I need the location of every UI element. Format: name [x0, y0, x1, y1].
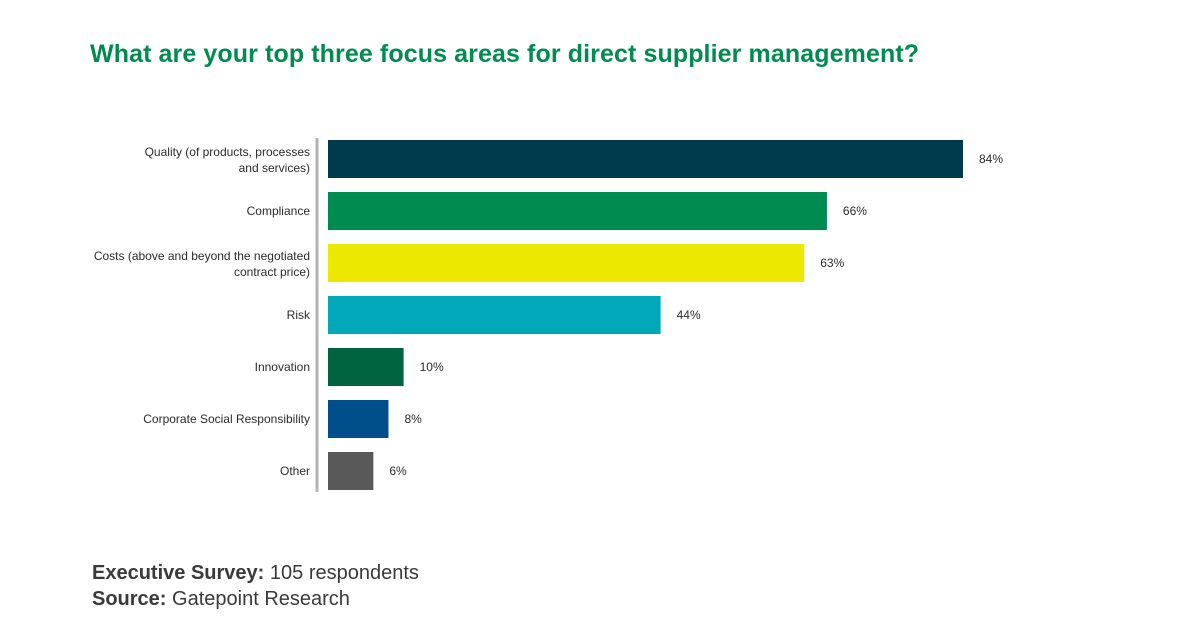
- bar-6: [328, 452, 374, 490]
- value-label-6: 6%: [389, 464, 407, 478]
- value-label-5: 8%: [404, 412, 422, 426]
- category-label-5: Corporate Social Responsibility: [143, 412, 310, 426]
- category-label-4: Innovation: [255, 360, 310, 374]
- value-label-0: 84%: [979, 152, 1003, 166]
- survey-value: 105 respondents: [269, 562, 419, 584]
- bar-4: [328, 348, 404, 386]
- source-label: Source:: [92, 588, 167, 610]
- survey-label: Executive Survey:: [92, 562, 265, 584]
- source-line: Source: Gatepoint Research: [92, 586, 419, 612]
- bar-1: [328, 192, 827, 230]
- bar-0: [328, 140, 963, 178]
- category-label-2: Costs (above and beyond the negotiated co…: [94, 249, 310, 279]
- chart-title: What are your top three focus areas for …: [90, 40, 920, 68]
- category-label-0: Quality (of products, processes and servi…: [145, 145, 310, 175]
- category-label-6: Other: [280, 464, 310, 478]
- value-label-3: 44%: [677, 308, 701, 322]
- source-value: Gatepoint Research: [172, 588, 350, 610]
- bar-2: [328, 244, 805, 282]
- bar-5: [328, 400, 389, 438]
- value-label-1: 66%: [843, 204, 867, 218]
- value-label-2: 63%: [820, 256, 844, 270]
- survey-line: Executive Survey: 105 respondents: [92, 560, 419, 586]
- chart-footer: Executive Survey: 105 respondents Source…: [92, 560, 419, 612]
- category-label-1: Compliance: [247, 204, 311, 218]
- value-label-4: 10%: [420, 360, 444, 374]
- category-label-3: Risk: [287, 308, 311, 322]
- bars-group: 84% Quality (of products, processes and se…: [94, 140, 1003, 490]
- bar-3: [328, 296, 661, 334]
